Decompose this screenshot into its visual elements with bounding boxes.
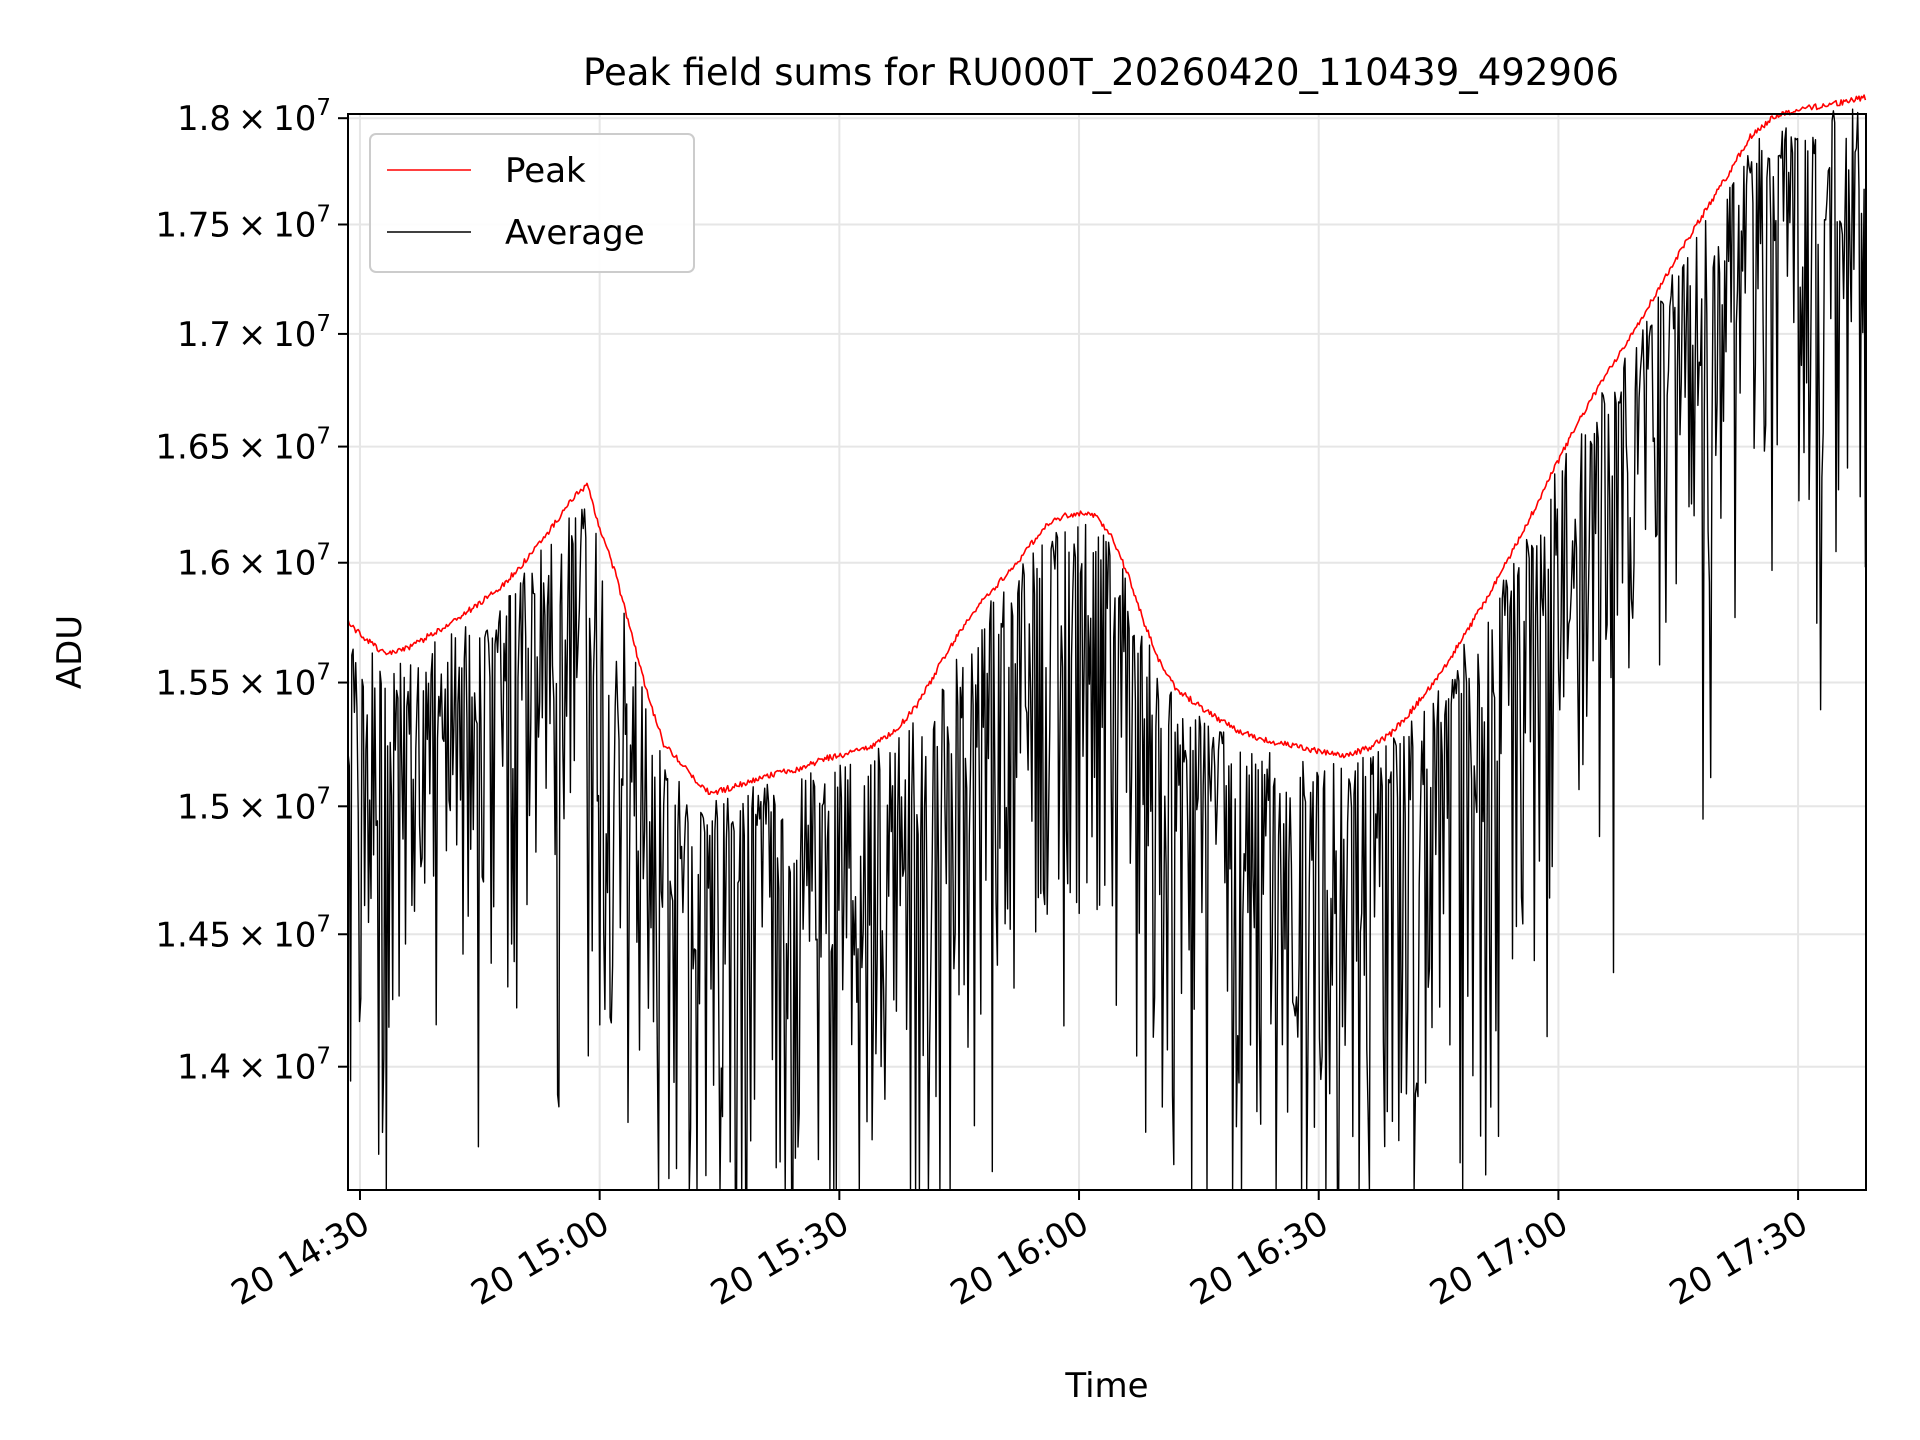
legend-average-label: Average bbox=[505, 213, 645, 253]
y-tick-label: 1.4 × 107 bbox=[177, 1044, 331, 1088]
x-axis-label: Time bbox=[1064, 1366, 1148, 1406]
series-average bbox=[347, 108, 1867, 1191]
y-tick-label: 1.7 × 107 bbox=[177, 311, 331, 355]
chart-title: Peak field sums for RU000T_20260420_1104… bbox=[583, 51, 1619, 94]
peak-line bbox=[347, 94, 1867, 796]
series-peak bbox=[347, 94, 1867, 796]
y-tick-label: 1.45 × 107 bbox=[155, 911, 331, 955]
y-tick-label: 1.65 × 107 bbox=[155, 424, 331, 468]
y-tick-label: 1.55 × 107 bbox=[155, 660, 331, 704]
y-tick-label: 1.5 × 107 bbox=[177, 783, 331, 827]
y-tick-label: 1.8 × 107 bbox=[177, 95, 331, 139]
y-axis: 1.4 × 107 1.45 × 107 1.5 × 107 1.55 × 107 1.… bbox=[155, 95, 348, 1088]
legend-box bbox=[369, 133, 695, 273]
y-tick-label: 1.75 × 107 bbox=[155, 202, 331, 246]
y-tick-label: 1.6 × 107 bbox=[177, 540, 331, 584]
average-line bbox=[347, 108, 1867, 1191]
legend-peak-label: Peak bbox=[505, 151, 586, 191]
plot-frame bbox=[347, 113, 1867, 1191]
y-axis-label: ADU bbox=[50, 615, 90, 689]
legend: Peak Average bbox=[369, 133, 695, 273]
